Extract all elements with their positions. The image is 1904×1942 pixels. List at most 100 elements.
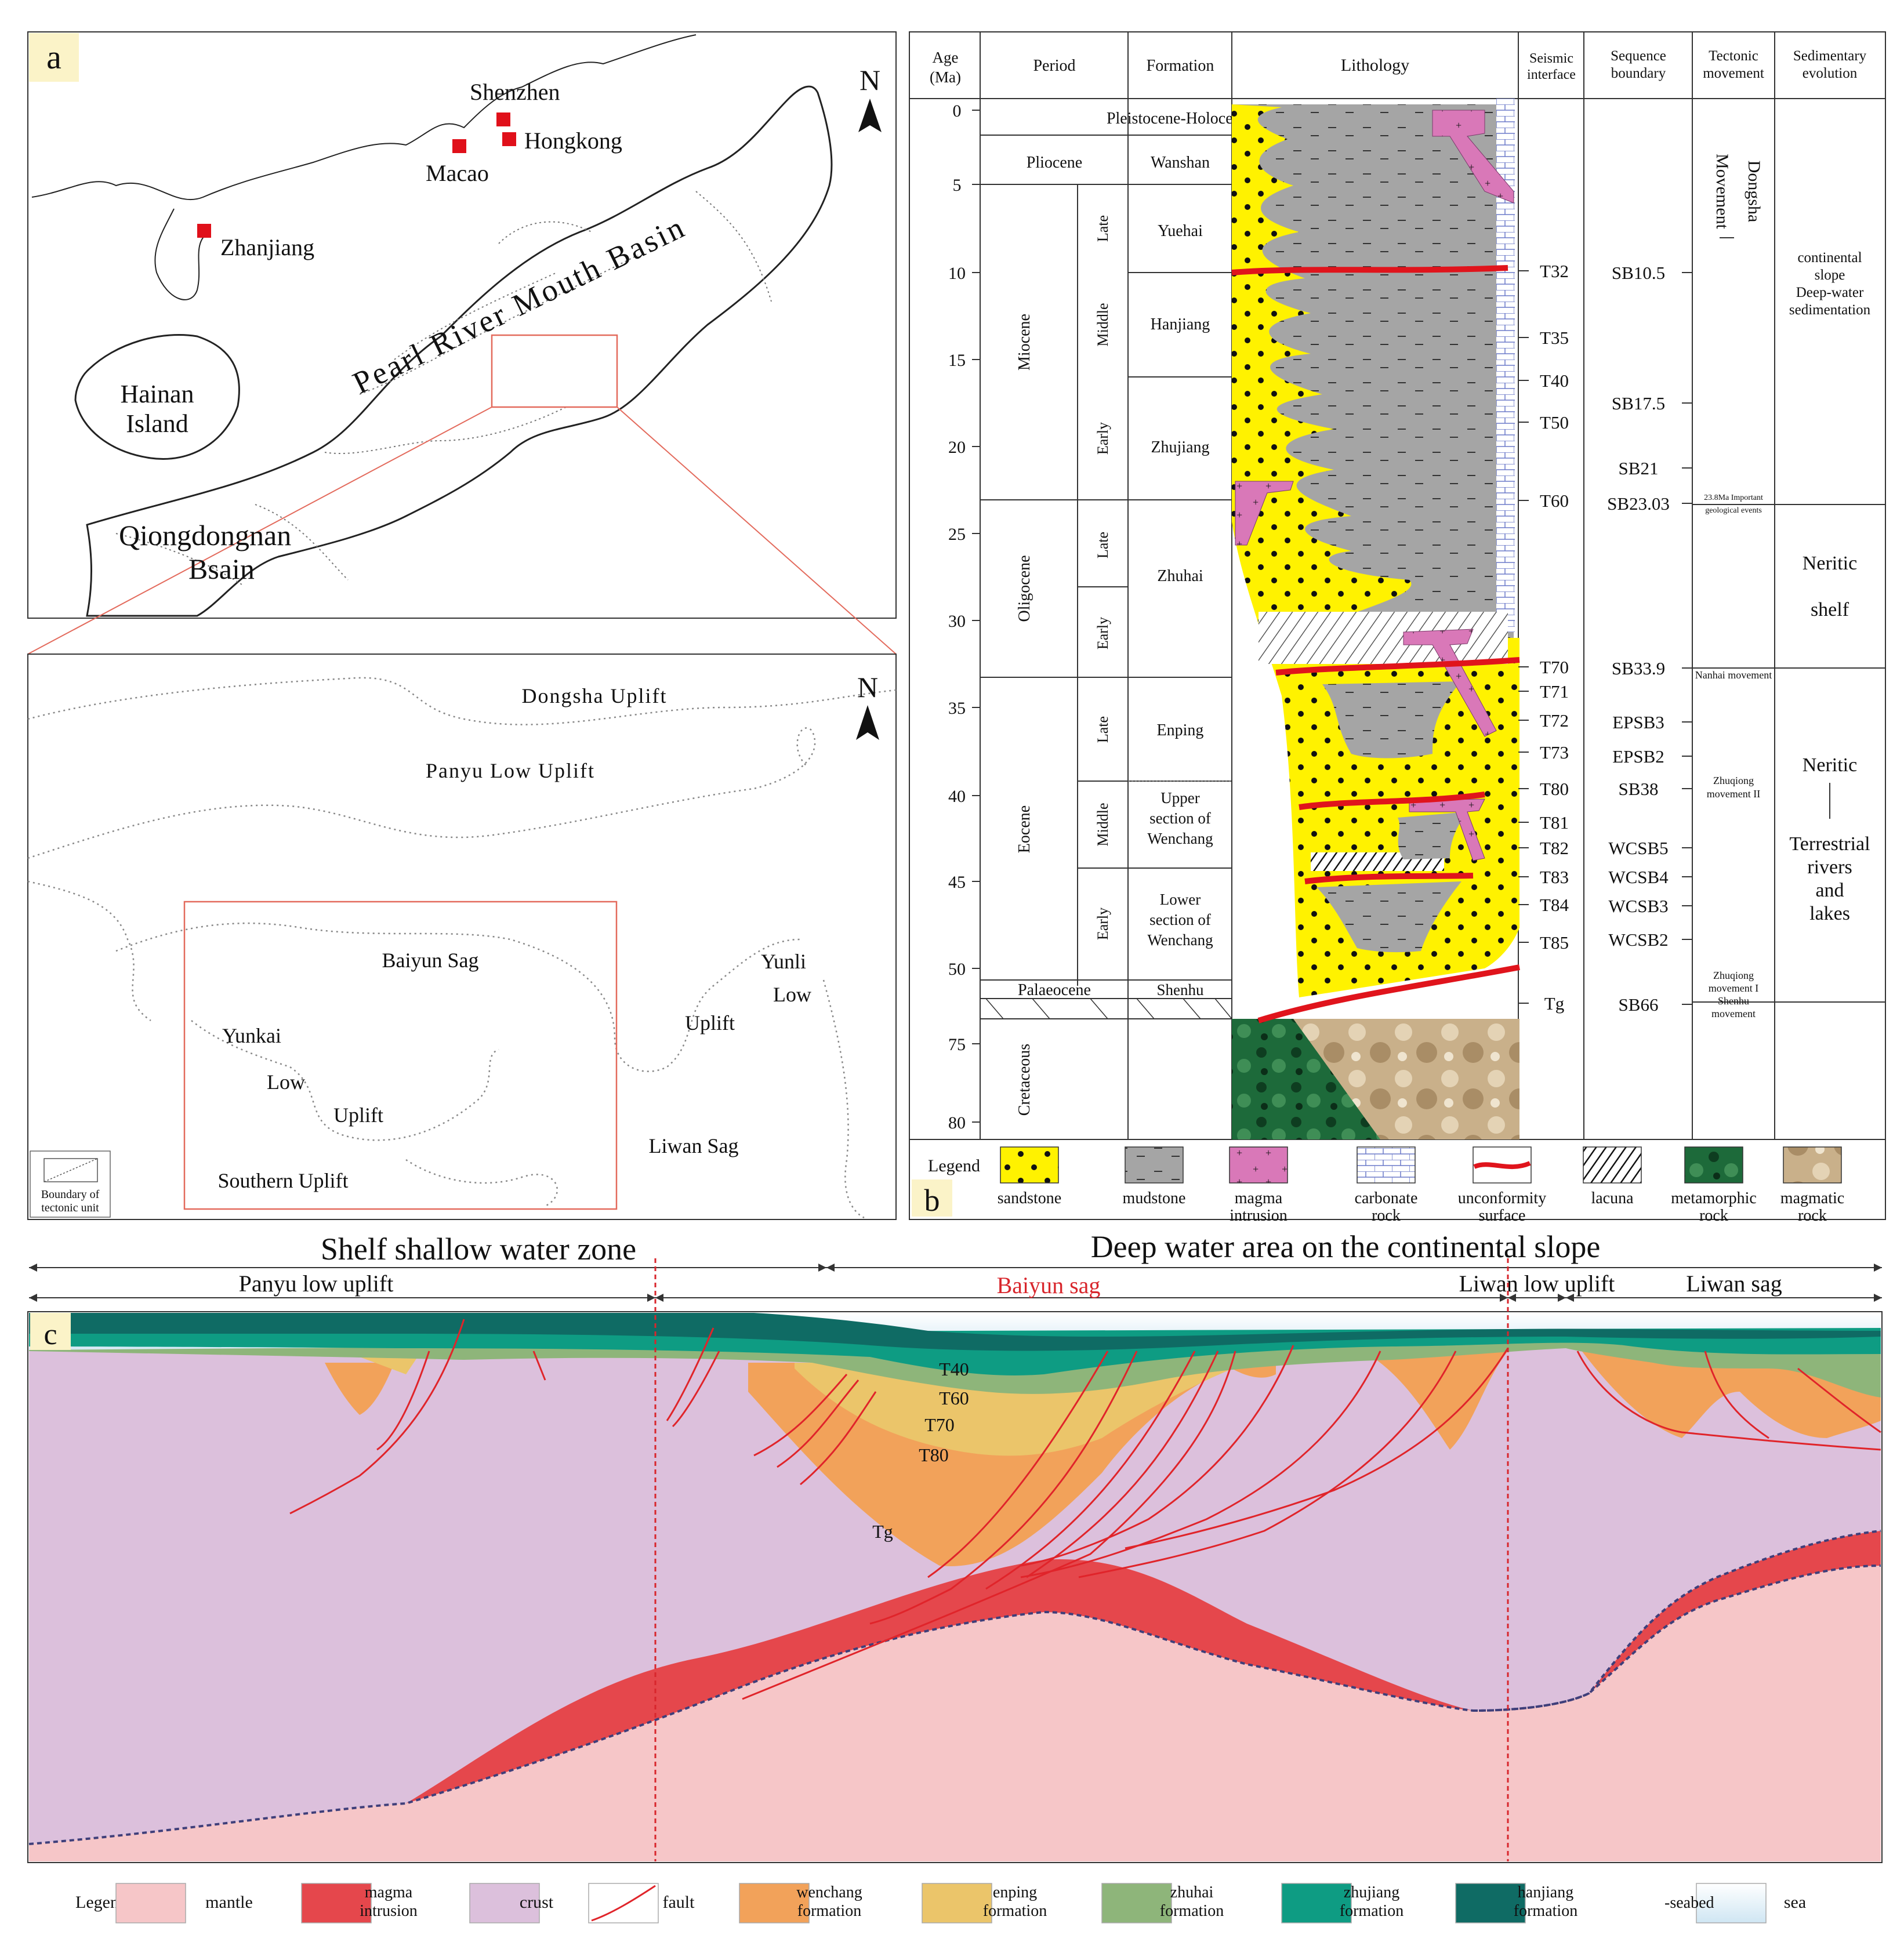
city-marker-zhanjiang xyxy=(197,224,211,238)
legend-swatch xyxy=(1125,1146,1184,1184)
period-oligocene: Oligocene xyxy=(1016,555,1033,622)
sed-slope-2: slope xyxy=(1815,267,1845,283)
unit-liwan: Liwan Sag xyxy=(649,1134,739,1157)
city-label-macao: Macao xyxy=(426,160,489,186)
unit-yunli-uplift: Uplift xyxy=(685,1011,735,1034)
period-eocene: Eocene xyxy=(1016,805,1033,853)
legend-label: hanjiang xyxy=(1518,1883,1573,1901)
tect-zq1-3: Shenhu xyxy=(1718,995,1749,1007)
panel-c-section: Shelf shallow water zone Deep water area… xyxy=(27,1229,1883,1923)
hdr-seq-2: boundary xyxy=(1611,66,1666,81)
seismic-label: T84 xyxy=(1540,895,1569,915)
form-lower-1: Lower xyxy=(1160,891,1201,908)
tect-zq1-4: movement xyxy=(1711,1008,1756,1019)
form-hanjiang: Hanjiang xyxy=(1151,315,1210,333)
age-tick-label: 35 xyxy=(948,699,966,718)
age-tick-label: 30 xyxy=(948,612,966,631)
legend-swatch xyxy=(739,1883,810,1923)
hdr-seismic-2: interface xyxy=(1527,67,1576,82)
tect-dongsha-1: Dongsha xyxy=(1745,161,1764,223)
legend-label: zhuhai xyxy=(1170,1883,1214,1901)
panel-a-map: a N Shenzhen Hongkong Macao Zhanjiang Ha… xyxy=(27,31,897,655)
seismic-label: T71 xyxy=(1540,681,1569,702)
sequence-label: SB38 xyxy=(1619,779,1659,799)
seismic-label: T73 xyxy=(1540,742,1569,763)
legend-swatch xyxy=(1783,1146,1842,1184)
form-upper-1: Upper xyxy=(1160,789,1199,807)
age-tick-label: 45 xyxy=(948,873,966,892)
legend-label: formation xyxy=(1160,1902,1224,1920)
epoch-miocene-early: Early xyxy=(1094,422,1111,455)
lacuna-band-1 xyxy=(1259,612,1508,664)
age-tick-label: 75 xyxy=(948,1035,966,1054)
city-label-hongkong: Hongkong xyxy=(524,128,622,154)
form-upper-2: section of xyxy=(1149,810,1211,827)
age-tick-label: 15 xyxy=(948,351,966,370)
form-zhuhai: Zhuhai xyxy=(1157,567,1203,585)
legend-label: unconformity xyxy=(1458,1189,1546,1207)
sequence-label: WCSB4 xyxy=(1608,867,1669,887)
legend-swatch xyxy=(1696,1883,1767,1923)
legend-swatch xyxy=(115,1883,186,1923)
age-tick-label: 20 xyxy=(948,438,966,457)
legend-label: carbonate xyxy=(1355,1189,1418,1207)
legend-label: rock xyxy=(1372,1207,1401,1225)
hdr-tect-1: Tectonic xyxy=(1709,48,1758,64)
unit-yunkai: Yunkai xyxy=(222,1024,281,1047)
hdr-seq-1: Sequence xyxy=(1611,48,1666,64)
sed-terr-4: and xyxy=(1815,880,1844,901)
age-tick-label: 80 xyxy=(948,1113,966,1132)
unit-baiyun: Baiyun Sag xyxy=(382,949,479,972)
panel-inset-map: N Dongsha Uplift Panyu Low Uplift Baiyun… xyxy=(27,654,897,1220)
legend-label: intrusion xyxy=(360,1902,418,1920)
legend-label: lacuna xyxy=(1591,1189,1634,1207)
tect-zq2-1: Zhuqiong xyxy=(1713,775,1754,786)
legend-label: formation xyxy=(1514,1902,1577,1920)
hdr-age-2: (Ma) xyxy=(930,68,961,86)
tect-zq2-2: movement II xyxy=(1707,788,1760,800)
legend-swatch xyxy=(1281,1883,1352,1923)
unit-c-liwan-sag: Liwan sag xyxy=(1686,1271,1782,1297)
age-tick-label: 40 xyxy=(948,787,966,806)
sequence-label: WCSB2 xyxy=(1608,930,1668,950)
seismic-label: Tg xyxy=(1544,993,1564,1014)
panel-a-label: a xyxy=(46,38,61,76)
form-yuehai: Yuehai xyxy=(1158,222,1203,240)
zhujiang-layer xyxy=(29,1328,1881,1375)
age-tick-label: 50 xyxy=(948,960,966,979)
legend-label: rock xyxy=(1699,1207,1728,1225)
legend-label: mudstone xyxy=(1123,1189,1186,1207)
hdr-sed-2: evolution xyxy=(1803,66,1858,81)
city-marker-macao xyxy=(452,139,466,153)
age-tick-label: 25 xyxy=(948,525,966,544)
enping-layer xyxy=(795,1363,1247,1456)
legend-label: magma xyxy=(365,1883,413,1901)
study-area-box xyxy=(491,334,618,408)
legend-swatch xyxy=(1455,1883,1526,1923)
sequence-label: EPSB2 xyxy=(1612,746,1664,767)
zone-deep: Deep water area on the continental slope xyxy=(1091,1229,1601,1264)
period-miocene: Miocene xyxy=(1016,314,1033,371)
seismic-label: T72 xyxy=(1540,710,1569,731)
form-enping: Enping xyxy=(1157,721,1204,739)
period-pleistocene: Pleistocene-Holocene xyxy=(1107,110,1248,128)
age-tick-label: 5 xyxy=(953,176,962,195)
epoch-eocene-middle: Middle xyxy=(1094,803,1111,846)
epoch-eocene-early: Early xyxy=(1094,908,1111,940)
sequence-label: EPSB3 xyxy=(1612,712,1664,732)
seismic-label: T80 xyxy=(1540,779,1569,799)
label-hainan-1: Hainan xyxy=(120,380,194,408)
hdr-formation: Formation xyxy=(1147,57,1214,75)
period-palaeocene: Palaeocene xyxy=(1018,981,1091,999)
form-upper-3: Wenchang xyxy=(1147,830,1213,847)
label-qdn-1: Qiongdongnan xyxy=(119,519,291,551)
panel-b-legend-title: Legend xyxy=(928,1156,980,1175)
sequence-label: SB33.9 xyxy=(1612,658,1665,678)
city-marker-hongkong xyxy=(502,132,516,146)
epoch-eocene-late: Late xyxy=(1094,716,1111,743)
city-label-shenzhen: Shenzhen xyxy=(470,79,560,105)
period-cretaceous: Cretaceous xyxy=(1016,1044,1033,1116)
seismic-label: T83 xyxy=(1540,867,1569,887)
sequence-label: WCSB5 xyxy=(1608,838,1668,858)
